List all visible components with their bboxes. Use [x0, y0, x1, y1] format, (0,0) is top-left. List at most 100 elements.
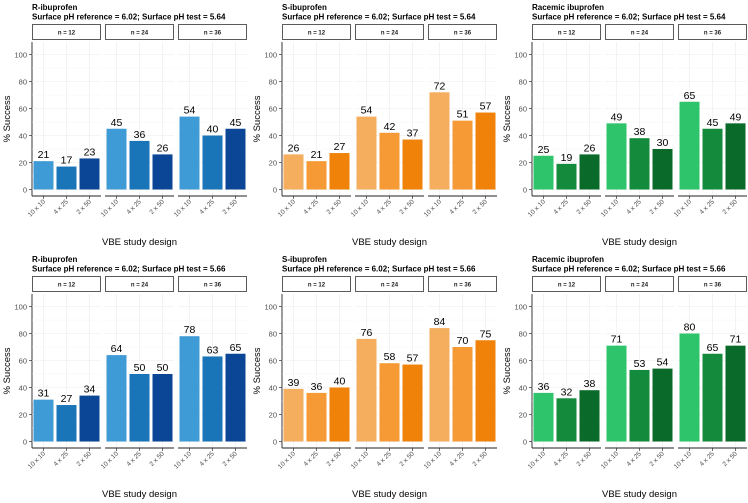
x-tick-label: 4 x 25 — [448, 450, 466, 468]
facet-label: n = 24 — [631, 283, 649, 289]
bar-value-label: 57 — [407, 353, 419, 365]
x-tick-label: 4 x 25 — [552, 450, 570, 468]
bar-value-label: 54 — [361, 105, 373, 117]
facet-strip — [178, 276, 247, 292]
bar — [629, 138, 650, 190]
bar — [402, 364, 423, 442]
y-axis-title: % Success — [252, 347, 263, 394]
x-tick-label: 10 x 10 — [423, 198, 443, 218]
facet-strip — [282, 276, 351, 292]
y-tick-label: 40 — [19, 131, 27, 140]
bar — [679, 333, 700, 442]
y-tick-label: 80 — [269, 77, 277, 86]
facet-label: n = 12 — [308, 31, 326, 37]
panel-subtitle: Surface pH reference = 6.02; Surface pH … — [532, 265, 726, 274]
y-tick-label: 80 — [519, 329, 527, 338]
bar — [356, 338, 377, 442]
y-tick-label: 100 — [264, 50, 277, 59]
x-tick-label: 4 x 25 — [698, 450, 716, 468]
y-tick-label: 20 — [519, 158, 527, 167]
bar — [329, 153, 350, 190]
x-tick-label: 4 x 25 — [375, 198, 393, 216]
bar — [129, 140, 150, 190]
bar — [429, 328, 450, 442]
y-tick-label: 0 — [273, 185, 277, 194]
bar — [702, 353, 723, 442]
x-tick-label: 10 x 10 — [27, 198, 47, 218]
bar-value-label: 49 — [730, 111, 742, 123]
bar-value-label: 54 — [184, 105, 196, 117]
bar-value-label: 27 — [334, 141, 346, 153]
x-tick-label: 2 x 50 — [221, 198, 239, 216]
x-tick-label: 4 x 25 — [198, 198, 216, 216]
bar-value-label: 23 — [84, 146, 96, 158]
bar — [379, 132, 400, 190]
y-tick-label: 60 — [19, 104, 27, 113]
bar — [606, 123, 627, 190]
x-tick-label: 4 x 25 — [52, 450, 70, 468]
x-tick-label: 10 x 10 — [277, 450, 297, 470]
bar-value-label: 51 — [457, 109, 469, 121]
bar-value-label: 54 — [657, 357, 669, 369]
y-tick-label: 60 — [19, 356, 27, 365]
panel-subtitle: Surface pH reference = 6.02; Surface pH … — [32, 265, 226, 274]
x-tick-label: 2 x 50 — [575, 450, 593, 468]
facet-label: n = 12 — [58, 31, 76, 37]
bar-value-label: 42 — [384, 121, 396, 133]
facet-strip — [678, 24, 747, 40]
y-tick-label: 20 — [269, 410, 277, 419]
x-tick-label: 10 x 10 — [277, 198, 297, 218]
bar-value-label: 53 — [634, 358, 646, 370]
facet-label: n = 24 — [131, 31, 149, 37]
x-tick-label: 2 x 50 — [75, 198, 93, 216]
bar-value-label: 45 — [230, 117, 242, 129]
x-tick-label: 10 x 10 — [173, 450, 193, 470]
y-tick-label: 20 — [19, 158, 27, 167]
bar — [56, 405, 77, 442]
x-tick-label: 4 x 25 — [625, 450, 643, 468]
bar-value-label: 49 — [611, 111, 623, 123]
x-tick-label: 10 x 10 — [350, 450, 370, 470]
bar-value-label: 65 — [230, 342, 242, 354]
y-tick-label: 100 — [14, 302, 27, 311]
y-axis-title: % Success — [502, 95, 513, 142]
bar — [533, 155, 554, 190]
bar — [452, 347, 473, 442]
x-tick-label: 4 x 25 — [52, 198, 70, 216]
facet-label: n = 36 — [454, 283, 472, 289]
bar-value-label: 21 — [38, 149, 50, 161]
x-axis-title: VBE study design — [352, 489, 427, 500]
x-tick-label: 2 x 50 — [471, 450, 489, 468]
x-tick-label: 2 x 50 — [325, 198, 343, 216]
x-tick-label: 10 x 10 — [350, 198, 370, 218]
panel-title: R-ibuprofen — [32, 255, 77, 264]
panel-subtitle: Surface pH reference = 6.02; Surface pH … — [282, 13, 476, 22]
x-tick-label: 2 x 50 — [325, 450, 343, 468]
x-axis-title: VBE study design — [352, 237, 427, 248]
x-tick-label: 4 x 25 — [625, 198, 643, 216]
bar — [475, 340, 496, 442]
bar-value-label: 45 — [707, 117, 719, 129]
y-tick-label: 100 — [514, 302, 527, 311]
bar — [306, 161, 327, 190]
bar-value-label: 64 — [111, 343, 123, 355]
bar-value-label: 37 — [407, 128, 419, 140]
y-tick-label: 20 — [519, 410, 527, 419]
x-tick-label: 10 x 10 — [673, 450, 693, 470]
panel-title: S-ibuprofen — [282, 255, 327, 264]
bar — [329, 387, 350, 442]
x-tick-label: 2 x 50 — [221, 450, 239, 468]
x-tick-label: 4 x 25 — [302, 450, 320, 468]
bar-value-label: 50 — [134, 362, 146, 374]
x-tick-label: 2 x 50 — [721, 450, 739, 468]
bar-value-label: 38 — [634, 126, 646, 138]
bar — [106, 128, 127, 190]
y-tick-label: 60 — [519, 104, 527, 113]
bar — [306, 392, 327, 442]
bar — [702, 128, 723, 190]
x-tick-label: 2 x 50 — [648, 198, 666, 216]
